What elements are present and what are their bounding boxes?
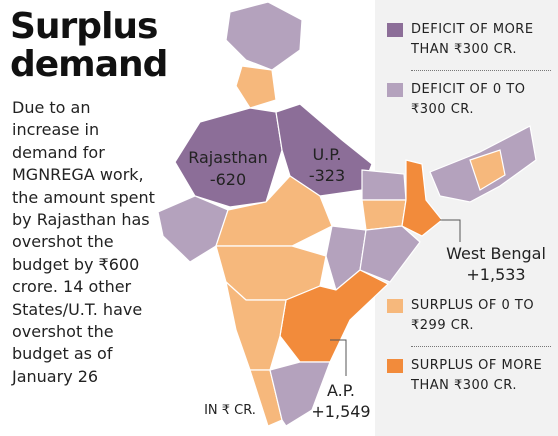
- region: [225, 1, 303, 71]
- region-name: West Bengal: [446, 244, 546, 263]
- region: [469, 149, 506, 191]
- unit-note: IN ₹ CR.: [204, 403, 256, 418]
- legend-label: SURPLUS OF MORE THAN ₹300 CR.: [411, 358, 543, 393]
- legend-item: SURPLUS OF MORE THAN ₹300 CR.: [387, 356, 555, 396]
- region-name: A.P.: [327, 381, 355, 400]
- region: [359, 225, 421, 283]
- region-name: U.P.: [312, 145, 341, 164]
- region-name: Rajasthan: [188, 148, 268, 167]
- legend-swatch: [387, 359, 403, 373]
- region: [235, 65, 277, 109]
- region: [279, 269, 390, 363]
- separator: [411, 70, 551, 71]
- callout-line: [330, 339, 347, 376]
- legend-label: SURPLUS OF 0 TO ₹299 CR.: [411, 298, 535, 333]
- region-value: +1,533: [466, 265, 525, 284]
- description: Due to an increase in demand for MGNREGA…: [12, 98, 155, 386]
- legend-item: DEFICIT OF MORE THAN ₹300 CR.: [387, 20, 555, 60]
- legend-swatch: [387, 23, 403, 37]
- region: [401, 159, 443, 237]
- title: Surplus demand: [10, 6, 168, 85]
- region-value: +1,549: [311, 402, 370, 421]
- region-value: -620: [210, 170, 246, 189]
- region: [361, 169, 407, 201]
- legend-swatch: [387, 83, 403, 97]
- separator: [411, 346, 551, 347]
- region: [269, 361, 331, 427]
- legend-label: DEFICIT OF MORE THAN ₹300 CR.: [411, 22, 534, 57]
- legend: DEFICIT OF MORE THAN ₹300 CR. DEFICIT OF …: [375, 0, 558, 436]
- region: [361, 199, 407, 231]
- callout-line: [440, 219, 461, 242]
- region-name: -323: [309, 166, 345, 185]
- region: [225, 280, 287, 371]
- legend-item: DEFICIT OF 0 TO ₹300 CR.: [387, 80, 555, 120]
- legend-label: DEFICIT OF 0 TO ₹300 CR.: [411, 82, 526, 117]
- legend-item: SURPLUS OF 0 TO ₹299 CR.: [387, 296, 555, 336]
- legend-swatch: [387, 299, 403, 313]
